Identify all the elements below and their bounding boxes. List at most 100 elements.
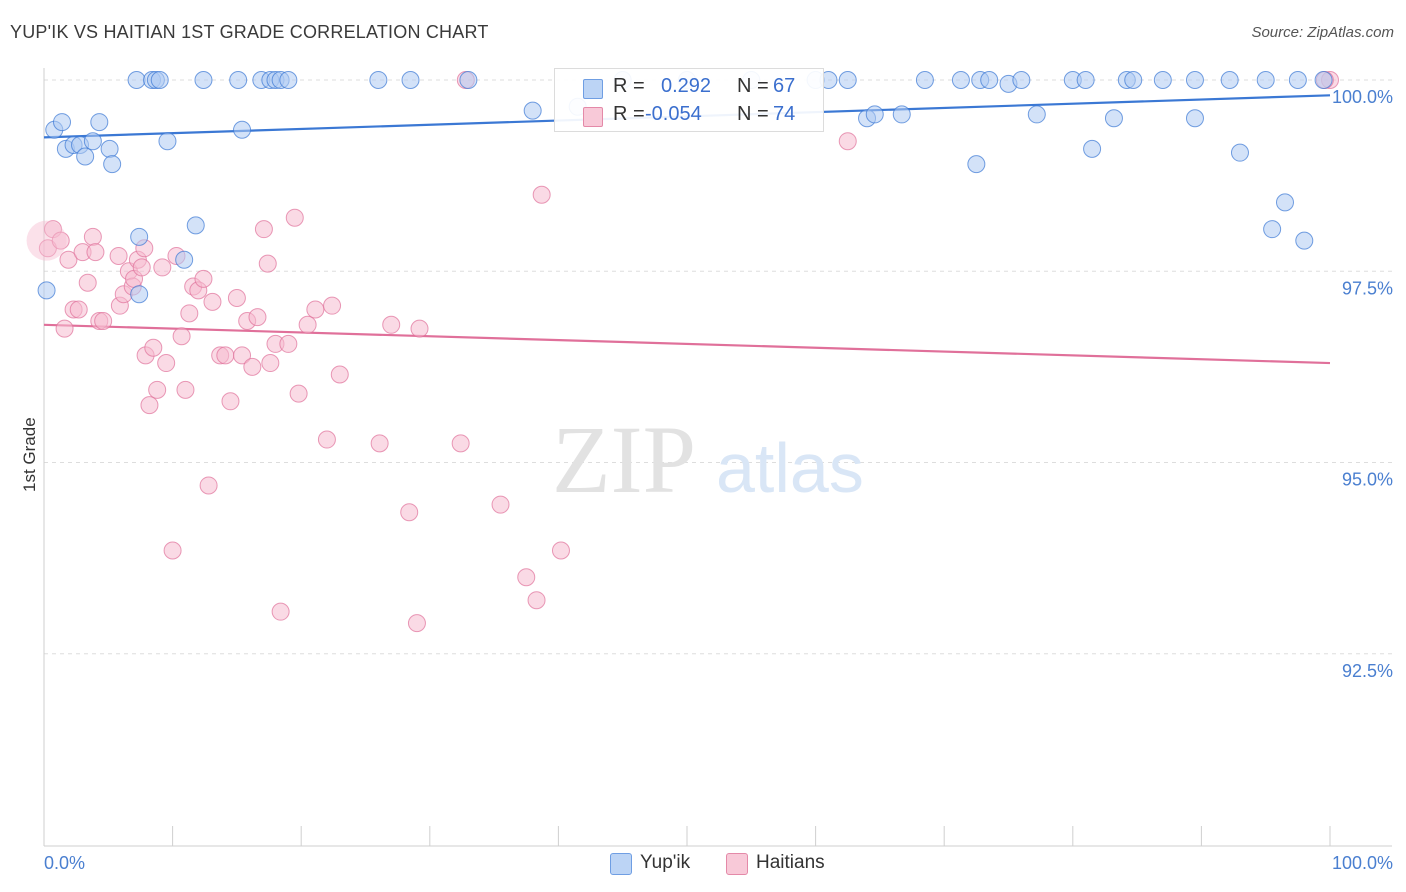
haitians-point (69, 300, 88, 319)
tick-labels: 100.0% 97.5% 95.0% 92.5% 0.0% 100.0% (44, 87, 1393, 873)
haitians-point (199, 476, 218, 495)
y-tick-label: 95.0% (1342, 470, 1393, 490)
x-tick-label: 0.0% (44, 853, 85, 873)
yupik-point (100, 139, 119, 158)
yupik-legend-swatch (610, 853, 632, 875)
haitians-point (527, 591, 546, 610)
yupik-point (865, 105, 884, 124)
watermark-atlas: atlas (716, 429, 864, 507)
yupik-point (459, 71, 478, 89)
haitians-point (140, 396, 159, 415)
yupik-point (967, 155, 986, 174)
haitians-point (285, 208, 304, 227)
yupik-point (1288, 71, 1307, 89)
yupik-point (401, 71, 420, 89)
haitians-trend-line (43, 323, 1331, 365)
haitians-point (83, 227, 102, 246)
yupik-point (1153, 71, 1172, 89)
haitians-point (163, 541, 182, 560)
yupik-point (1185, 109, 1204, 128)
haitians-point (317, 430, 336, 449)
haitians-point (407, 614, 426, 633)
yupik-point (1256, 71, 1275, 89)
n-value: 74 (773, 103, 796, 125)
yupik-point (229, 71, 248, 89)
haitians-point (153, 258, 172, 277)
haitians-point (55, 319, 74, 338)
yupik-point (127, 71, 146, 89)
haitians-swatch (583, 107, 603, 127)
yupik-point (150, 71, 169, 89)
yupik-point (1263, 220, 1282, 239)
haitians-point (94, 311, 113, 330)
haitians-point (216, 346, 235, 365)
yupik-point (1230, 143, 1249, 162)
haitians-point (248, 308, 267, 327)
haitians-point (221, 392, 240, 411)
y-tick-label: 100.0% (1332, 87, 1393, 107)
yupik-point (194, 71, 213, 89)
haitians-legend-swatch (726, 853, 748, 875)
yupik-point (1012, 71, 1031, 89)
yupik-point (1185, 71, 1204, 89)
stats-box: R = 0.292 N = 67 R = -0.054 N = 74 (554, 68, 824, 132)
yupik-point (279, 71, 298, 89)
series-yupik (37, 71, 1333, 304)
source-label: Source: ZipAtlas.com (1251, 24, 1394, 41)
haitians-point (382, 315, 401, 334)
yupik-point (1295, 231, 1314, 250)
yupik-point (1083, 139, 1102, 158)
haitians-point (330, 365, 349, 384)
stats-row-yupik: R = 0.292 N = 67 (555, 73, 823, 101)
n-label: N = (737, 103, 769, 125)
haitians-point (261, 354, 280, 373)
r-value: 0.292 (661, 75, 712, 97)
yupik-point (76, 147, 95, 166)
yupik-point (90, 113, 109, 132)
yupik-point (130, 227, 149, 246)
n-label: N = (737, 75, 769, 97)
haitians-point (258, 254, 277, 273)
haitians-point (271, 602, 290, 621)
yupik-point (1124, 71, 1143, 89)
haitians-point (203, 292, 222, 311)
yupik-point (1076, 71, 1095, 89)
yupik-point (1104, 109, 1123, 128)
yupik-point (130, 285, 149, 304)
haitians-point (176, 380, 195, 399)
yupik-point (523, 101, 542, 120)
yupik-point (980, 71, 999, 89)
yupik-point (158, 132, 177, 151)
yupik-point (951, 71, 970, 89)
legend: Yup'ik Haitians (0, 850, 1406, 880)
haitians-point (289, 384, 308, 403)
haitians-point (532, 185, 551, 204)
haitians-point (157, 354, 176, 373)
haitians-point (233, 346, 252, 365)
haitians-point (323, 296, 342, 315)
r-label: R = (613, 103, 645, 125)
n-value: 67 (773, 75, 796, 97)
haitians-point (306, 300, 325, 319)
yupik-point (369, 71, 388, 89)
legend-label: Yup'ik (640, 852, 691, 873)
yupik-point (186, 216, 205, 235)
haitians-point (59, 250, 78, 269)
haitians-point (132, 258, 151, 277)
haitians-point (78, 273, 97, 292)
yupik-point (83, 132, 102, 151)
haitians-point (517, 568, 536, 587)
yupik-point (53, 113, 72, 132)
yupik-point (103, 155, 122, 174)
haitians-point (144, 338, 163, 357)
haitians-point (400, 503, 419, 522)
haitians-point (838, 132, 857, 151)
yupik-point (1027, 105, 1046, 124)
yupik-point (175, 250, 194, 269)
yupik-point (892, 105, 911, 124)
haitians-point (26, 220, 67, 261)
legend-label: Haitians (756, 852, 825, 873)
yupik-point (1314, 71, 1333, 89)
yupik-point (838, 71, 857, 89)
yupik-swatch (583, 79, 603, 99)
